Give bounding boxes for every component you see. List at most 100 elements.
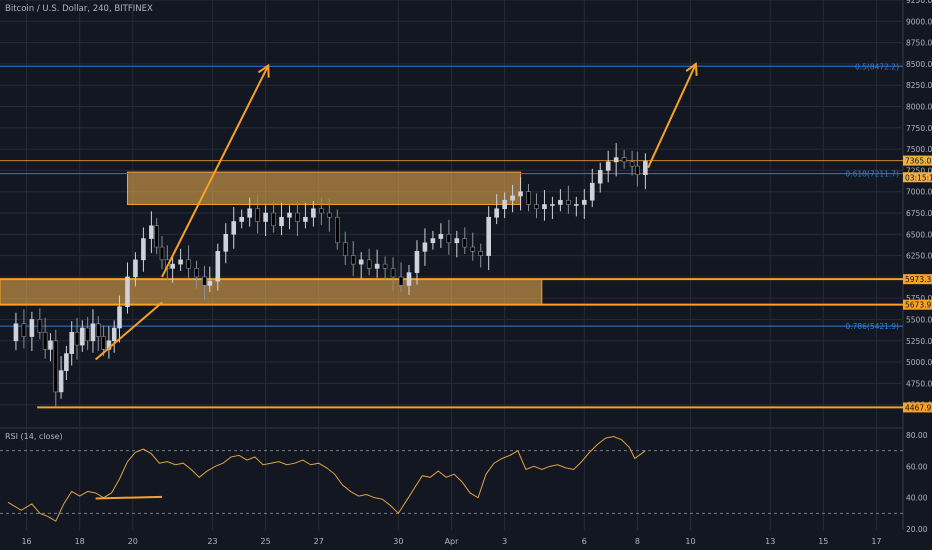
candle-down [37, 319, 43, 333]
trend-line[interactable] [647, 63, 697, 169]
candle-up [48, 340, 53, 350]
price-tick-label: 7000.0 [906, 188, 932, 197]
candle-up [287, 212, 292, 218]
candle-up [80, 327, 85, 346]
trend-line[interactable] [161, 65, 270, 278]
price-tick-label: 7500.0 [906, 145, 932, 154]
candle-down [186, 259, 191, 269]
candle-up [486, 216, 491, 256]
candle-down [526, 191, 531, 205]
candle-up [414, 251, 420, 273]
candle-up [597, 170, 603, 184]
candle-down [382, 263, 388, 269]
rsi-line [7, 436, 646, 522]
rsi-trend-line[interactable] [95, 495, 163, 500]
candle-up [13, 323, 19, 342]
rsi-panel: 80.00 60.00 40.00 20.00 [0, 431, 928, 534]
price-badge [903, 402, 932, 413]
candle-down [271, 212, 276, 227]
zones [0, 171, 543, 306]
candle-up [90, 323, 96, 342]
candle-up [231, 221, 237, 235]
time-tick-label: 10 [685, 537, 695, 546]
demand-zone [0, 278, 543, 306]
candle-up [518, 191, 523, 197]
supply-zone [126, 171, 522, 205]
candle-down [629, 161, 635, 167]
candle-up [223, 234, 229, 252]
candle-up [311, 208, 316, 218]
trend-lines[interactable] [94, 62, 698, 361]
arrow-head-icon [685, 62, 698, 76]
price-tick-label: 7750.0 [906, 124, 932, 133]
time-tick-label: 6 [582, 537, 587, 546]
price-badge [903, 299, 932, 310]
candle-up [438, 234, 444, 239]
price-tick-label: 4750.0 [906, 379, 932, 388]
candle-up [64, 353, 69, 371]
symbol-title: Bitcoin / U.S. Dollar, 240, BITFINEX [5, 4, 153, 14]
candle-down [42, 331, 48, 350]
candle-up [558, 199, 563, 205]
price-tick-label: 6750.0 [906, 209, 932, 218]
candle-up [550, 204, 555, 206]
price-axis[interactable]: 9250.0 9000.0 8750.0 8500.0 8250.0 8000.0 7750… [903, 0, 932, 413]
time-tick-label: 16 [21, 537, 31, 546]
candle-down [342, 242, 348, 256]
candle-up [207, 280, 213, 286]
candle-up [605, 161, 611, 171]
trend-line[interactable] [94, 301, 163, 361]
candle-up [149, 225, 154, 239]
candle-up [215, 251, 221, 282]
price-tick-label: 9000.0 [906, 17, 932, 26]
price-badge [903, 155, 932, 166]
price-tick-label: 7250.0 [906, 166, 932, 175]
arrow-head-icon [257, 63, 270, 78]
time-tick-label: 3 [502, 537, 507, 546]
time-tick-label: 17 [871, 537, 881, 546]
candle-down [319, 208, 324, 214]
candle-down [462, 238, 468, 248]
time-tick-label: 18 [75, 537, 85, 546]
candle-down [390, 268, 396, 278]
candle-up [574, 204, 579, 206]
candle-down [534, 204, 539, 210]
price-badge-label: 4467.9 [905, 403, 931, 412]
candle-up [58, 370, 64, 393]
candle-up [510, 195, 515, 201]
candle-up [542, 204, 547, 210]
time-axis[interactable]: 16 18 20 23 25 27 30 Apr 3 6 8 10 13 15 17 [21, 537, 881, 546]
candle-up [422, 242, 428, 252]
candle-up [141, 238, 146, 261]
candle-up [494, 208, 499, 218]
fib-level-label: 0.618(7211.7) [845, 170, 899, 179]
time-tick-label: 15 [818, 537, 828, 546]
candle-down [101, 336, 106, 350]
price-badge-label: 5673.9 [905, 301, 931, 310]
time-tick-label: 20 [128, 537, 138, 546]
countdown-label: 03:15:10 [905, 173, 932, 182]
time-tick-label: 23 [207, 537, 217, 546]
candle-down [635, 165, 640, 175]
price-tick-label: 9250.0 [906, 0, 932, 5]
candle-up [69, 331, 75, 354]
candle-up [613, 157, 619, 163]
candle-down [255, 208, 260, 222]
candle-down [202, 276, 207, 286]
price-tick-label: 5750.0 [906, 294, 932, 303]
candle-down [154, 225, 159, 248]
candle-up [279, 216, 284, 227]
candle-down [470, 246, 476, 252]
candle-up [29, 319, 35, 337]
candle-down [621, 157, 627, 163]
candle-down [295, 212, 300, 222]
candle-up [358, 259, 364, 265]
candle-down [446, 234, 452, 244]
countdown-badge [903, 172, 932, 183]
candle-up [502, 199, 507, 210]
candle-up [125, 276, 130, 308]
time-tick-label: 25 [260, 537, 270, 546]
